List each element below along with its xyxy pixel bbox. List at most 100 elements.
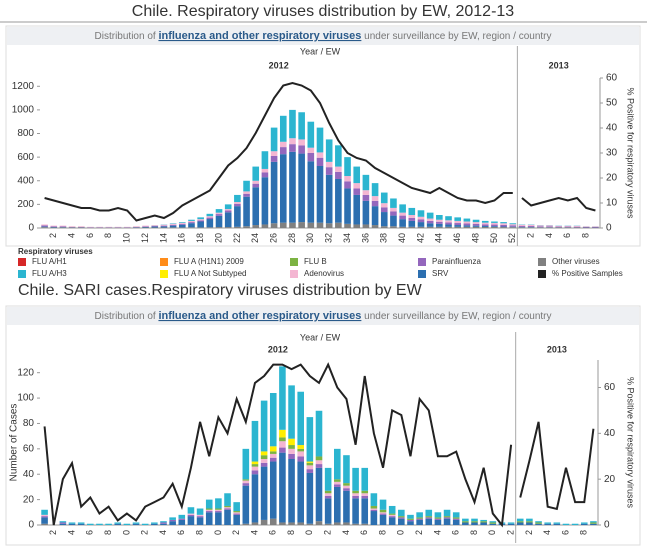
x-tick-label: 12 [140,233,150,243]
x-tick-label: 20 [213,233,223,243]
bar-segment [535,522,542,524]
bar-segment [133,226,140,227]
bar-segment [307,121,315,148]
legend-swatch [160,270,168,278]
legend-label: FLU A/H1 [32,257,67,266]
x-tick-label: 2 [48,530,58,535]
bar-segment [205,512,213,525]
bar-segment [537,225,544,227]
bar-segment [334,486,341,523]
bar-segment [59,225,67,227]
bar-segment [324,493,332,496]
x-tick-label: 26 [268,233,278,243]
bar-segment [380,207,388,213]
y-tick-label: 80 [23,418,35,429]
bar-segment [315,464,323,468]
bar-segment [371,206,379,226]
bar-segment [481,226,489,228]
bar-segment [417,210,425,217]
bar-segment [187,516,195,525]
bar-segment [289,109,296,139]
bar-segment [407,519,414,522]
bar-segment [270,161,278,224]
bar-segment [252,225,260,228]
bar-segment [370,493,378,506]
bar-segment [399,212,406,216]
bar-segment [481,224,489,226]
bar-segment [260,400,268,452]
bar-segment [178,222,186,223]
x-tick-label: 2 [140,530,150,535]
x-tick-label: 18 [195,233,205,243]
bar-segment [408,226,416,228]
bar-segment [206,227,214,228]
bar-segment [169,223,177,225]
y2-axis-title: % Positive for respiratory viruses [626,377,636,509]
bar-segment [546,225,553,227]
bar-segment [500,226,507,228]
x-tick-label: 2 [414,530,424,535]
bar-segment [59,227,67,228]
bar-segment [343,522,350,525]
bar-segment [526,521,533,523]
bar-segment [169,224,177,226]
x-tick-label: 4 [341,530,351,535]
bar-segment [454,220,462,224]
bar-segment [142,226,149,228]
bar-segment [590,522,597,524]
bar-segment [352,523,359,525]
bar-segment [205,508,213,510]
bar-segment [242,480,250,484]
bar-segment [160,522,167,524]
bar-segment [279,447,286,453]
bar-segment [279,437,286,442]
bar-segment [436,215,443,220]
bar-segment [215,511,222,513]
bar-segment [215,498,222,509]
bar-segment [325,139,333,162]
bar-segment [251,420,259,462]
x-tick-label: 8 [103,233,113,238]
chart-frame [5,305,641,546]
bar-segment [370,511,378,525]
bar-segment [408,217,416,221]
bar-segment [41,514,48,517]
bar-segment [316,165,324,223]
bar-segment [590,521,597,523]
bar-segment [59,522,67,524]
bar-segment [151,226,159,228]
bar-segment [306,523,314,525]
bar-segment [169,519,176,522]
bar-segment [426,218,434,221]
x-tick-label: 52 [507,233,517,243]
x-tick-label: 16 [177,233,187,243]
bar-segment [178,514,186,519]
bar-segment [500,222,507,224]
bar-segment [362,174,370,191]
x-tick-label: 6 [359,530,369,535]
y-tick-label: 120 [17,367,34,378]
bar-segment [297,456,304,462]
bar-segment [573,225,581,227]
bar-segment [344,181,351,189]
bar-segment [362,200,370,225]
bar-segment [379,513,387,515]
bar-segment [41,226,48,228]
bar-segment [307,153,315,162]
y2-tick-label: 40 [606,123,618,134]
bar-segment [215,227,223,228]
bar-segment [142,225,149,227]
bar-segment [215,209,223,213]
bar-segment [507,523,515,525]
bar-segment [306,462,314,466]
bar-segment [325,161,333,168]
bar-segment [243,193,250,197]
x-tick-label: 40 [397,233,407,243]
bar-segment [269,518,277,525]
header-band [7,27,639,45]
bar-segment [472,225,480,227]
bar-segment [352,493,359,496]
bar-segment [590,523,597,525]
legend-label: Other viruses [552,257,600,266]
